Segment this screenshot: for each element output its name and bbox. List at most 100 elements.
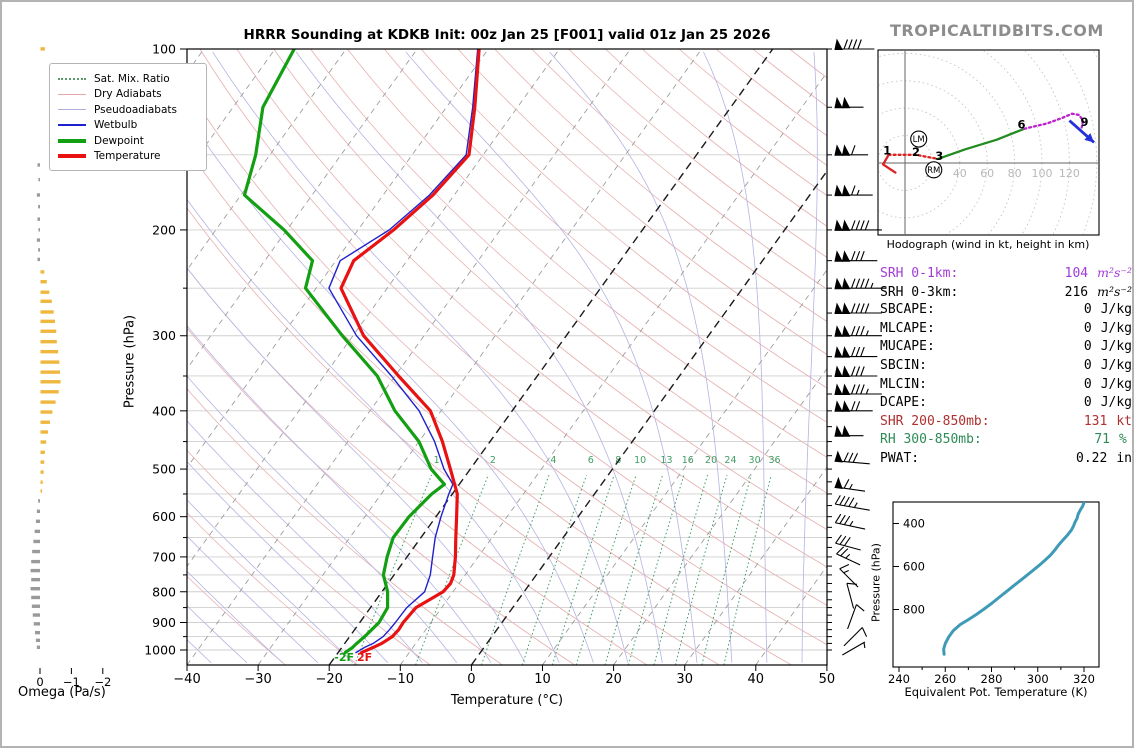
- index-row: DCAPE: 0 J/kg: [880, 395, 1132, 414]
- omega-bar: [40, 47, 45, 51]
- hodograph-trace-3-6km: [936, 127, 1026, 161]
- thetae-pressure-tick-label: 400: [903, 517, 925, 531]
- index-value: 216: [1064, 284, 1089, 300]
- omega-bar: [40, 280, 47, 284]
- wind-barb: [835, 534, 861, 551]
- storm-motion-marker-RM: [925, 161, 943, 179]
- mixratio-label: 16: [682, 455, 694, 466]
- wind-barb: [834, 495, 870, 511]
- omega-bar: [36, 645, 40, 649]
- index-label: RH 300-850mb:: [880, 432, 982, 448]
- thetae-pressure-tick-label: 600: [903, 560, 925, 574]
- temperature-tick-label: −30: [244, 672, 271, 687]
- omega-bar: [38, 204, 40, 209]
- omega-bar: [38, 228, 40, 232]
- thetae-tick-label: 260: [934, 672, 956, 686]
- legend-line-sample: [58, 124, 86, 127]
- hodograph-ring-label: 100: [1032, 167, 1053, 180]
- omega-bar: [40, 489, 43, 493]
- index-label: MLCIN:: [880, 376, 927, 392]
- legend-line-sample: [58, 154, 86, 159]
- hodograph-trace-6-9km: [1023, 112, 1085, 130]
- omega-bar: [36, 238, 40, 242]
- index-label: MUCAPE:: [880, 339, 935, 355]
- wind-barb: [834, 400, 873, 412]
- wind-barb: [834, 346, 878, 358]
- omega-bar: [40, 400, 56, 404]
- mixratio-label: 2: [490, 455, 496, 466]
- hodograph-height-label: 6: [1017, 118, 1025, 132]
- pressure-tick-label: 100: [152, 42, 176, 57]
- pressure-axis-label: Pressure (hPa): [122, 314, 138, 409]
- wind-barb: [836, 546, 861, 566]
- mixratio-label: 20: [705, 455, 717, 466]
- index-unit: J/kg: [1100, 376, 1132, 392]
- index-label: SBCIN:: [880, 357, 927, 373]
- index-row: SRH 0-1km: 104 m²s⁻²: [880, 265, 1132, 284]
- legend-item: Wetbulb: [58, 118, 198, 134]
- omega-bar: [33, 622, 40, 626]
- index-unit: in: [1116, 450, 1132, 466]
- mixratio-label: 30: [749, 455, 761, 466]
- omega-bar: [38, 248, 40, 252]
- wind-barb: [846, 582, 857, 609]
- legend-label: Wetbulb: [94, 119, 138, 132]
- omega-bar: [40, 339, 57, 344]
- mixratio-label: 6: [588, 455, 594, 466]
- index-value: 0: [1083, 320, 1092, 336]
- index-label: SBCAPE:: [880, 302, 935, 318]
- omega-bar: [40, 390, 59, 394]
- omega-bar: [40, 299, 52, 303]
- mixratio-label: 1: [434, 455, 440, 466]
- temperature-axis-label: Temperature (°C): [450, 693, 564, 708]
- omega-bar: [31, 559, 40, 564]
- thetae-pressure-tick-label: 800: [903, 603, 925, 617]
- index-row: RH 300-850mb: 71%: [880, 432, 1132, 451]
- omega-tick-label: −1: [63, 675, 80, 689]
- thetae-tick-label: 240: [888, 672, 910, 686]
- hodograph-height-label: 9: [1080, 115, 1088, 129]
- omega-bar: [40, 349, 59, 354]
- index-label: SRH 0-3km:: [880, 284, 959, 300]
- mixratio-label: 13: [660, 455, 672, 466]
- omega-bar: [35, 519, 40, 524]
- index-row: MUCAPE: 0 J/kg: [880, 339, 1132, 358]
- index-value: 0: [1083, 376, 1092, 392]
- wind-barb: [834, 277, 887, 290]
- index-row: PWAT: 0.22 in: [880, 451, 1132, 470]
- legend-line-sample: [58, 138, 86, 143]
- omega-bar: [38, 499, 40, 503]
- hodograph-trace-0-1km: [881, 153, 897, 174]
- omega-bar: [32, 549, 40, 554]
- legend: Sat. Mix. Ratio Dry Adiabats Pseudoadiabat…: [49, 63, 207, 171]
- wind-barb: [842, 641, 866, 656]
- legend-label: Pseudoadiabats: [94, 103, 177, 116]
- temperature-tick-label: −20: [315, 672, 342, 687]
- omega-bar: [40, 380, 61, 384]
- thetae-tick-label: 280: [981, 672, 1003, 686]
- pressure-tick-label: 700: [152, 549, 176, 564]
- legend-item: Temperature: [58, 149, 198, 165]
- index-value: 0: [1083, 302, 1092, 318]
- hodograph-caption: Hodograph (wind in kt, height in km): [886, 238, 1090, 251]
- index-row: SRH 0-3km: 216 m²s⁻²: [880, 284, 1132, 303]
- pressure-tick-label: 1000: [144, 643, 176, 658]
- wind-barb-column: [834, 38, 887, 656]
- index-row: SBCIN: 0 J/kg: [880, 358, 1132, 377]
- omega-bar: [31, 577, 40, 582]
- pressure-tick-label: 800: [152, 584, 176, 599]
- skewt-background: 1246810131620243036: [187, 49, 827, 665]
- pressure-tick-label: 400: [152, 403, 176, 418]
- wind-barb: [834, 425, 864, 437]
- omega-bar: [32, 613, 40, 617]
- hodograph-panel: 2040608010012012369LMRM: [877, 49, 1100, 236]
- index-unit: J/kg: [1100, 357, 1132, 373]
- index-label: PWAT:: [880, 450, 920, 466]
- index-unit: %: [1119, 432, 1127, 448]
- wind-barb: [834, 38, 875, 50]
- temperature-tick-label: 0: [467, 672, 475, 687]
- omega-bar: [34, 630, 40, 635]
- wind-barb: [834, 302, 882, 314]
- mixratio-label: 10: [634, 455, 646, 466]
